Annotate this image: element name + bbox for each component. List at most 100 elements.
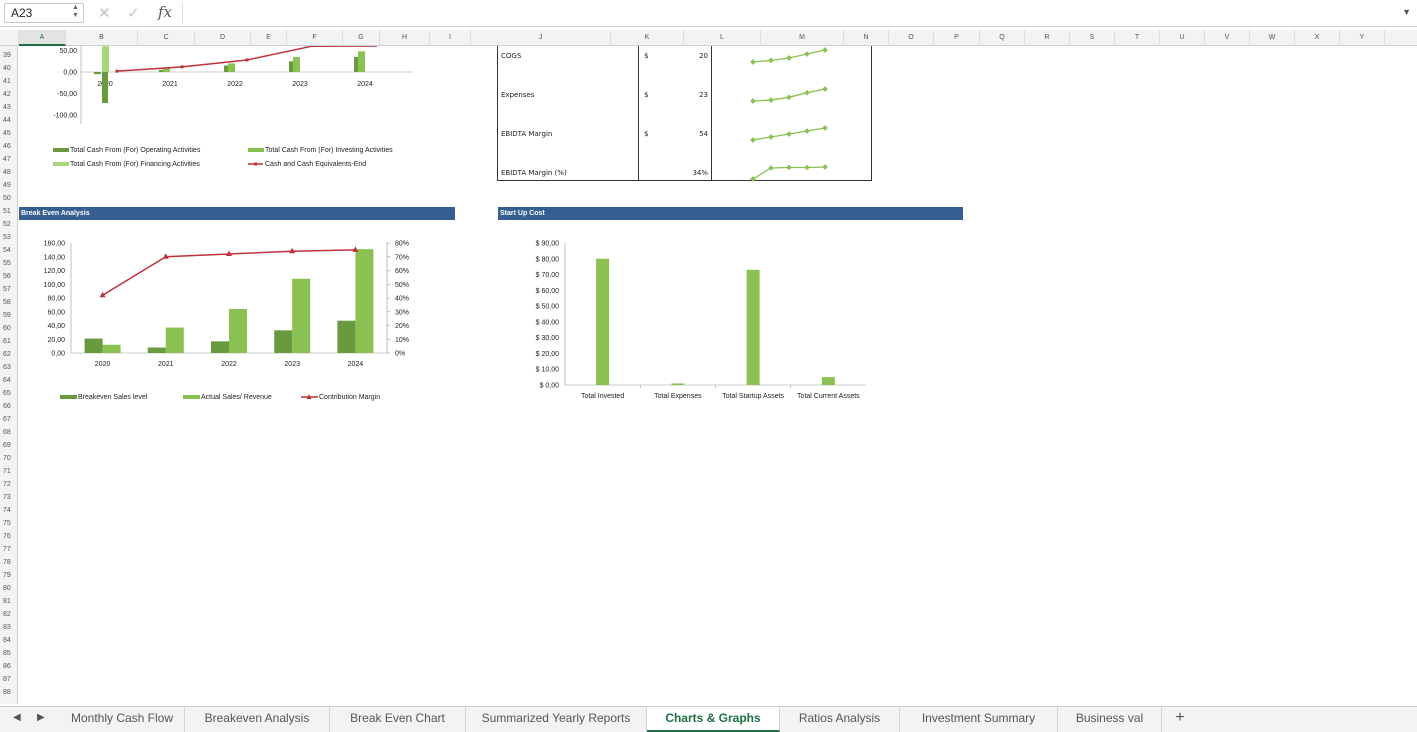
column-header-l[interactable]: L: [684, 30, 761, 46]
row-header[interactable]: 83: [3, 624, 11, 631]
row-header[interactable]: 46: [3, 143, 11, 150]
tab-scroll-left-icon[interactable]: ◀: [13, 712, 21, 723]
column-header-g[interactable]: G: [343, 30, 380, 46]
select-all-corner[interactable]: [0, 30, 19, 46]
row-header[interactable]: 41: [3, 78, 11, 85]
row-header[interactable]: 77: [3, 546, 11, 553]
row-header[interactable]: 79: [3, 572, 11, 579]
sheet-tab[interactable]: Investment Summary: [900, 707, 1058, 732]
sheet-tab[interactable]: Monthly Cash Flow: [60, 707, 185, 732]
column-header-w[interactable]: W: [1250, 30, 1295, 46]
row-header[interactable]: 82: [3, 611, 11, 618]
break-even-chart[interactable]: 160,00 80% 140,00 70% 120,00 60% 100,00 50% 80,0…: [19, 226, 459, 416]
column-header-q[interactable]: Q: [980, 30, 1025, 46]
row-header[interactable]: 45: [3, 130, 11, 137]
row-header[interactable]: 39: [3, 52, 11, 59]
column-header-c[interactable]: C: [138, 30, 195, 46]
column-header-p[interactable]: P: [934, 30, 980, 46]
column-header-x[interactable]: X: [1295, 30, 1340, 46]
row-header[interactable]: 78: [3, 559, 11, 566]
column-header-r[interactable]: R: [1025, 30, 1070, 46]
row-header[interactable]: 69: [3, 442, 11, 449]
function-icon[interactable]: fx: [158, 3, 173, 21]
sheet-tab[interactable]: Charts & Graphs: [647, 707, 780, 732]
name-box-stepper-icon[interactable]: ▲ ▼: [72, 4, 79, 19]
row-header[interactable]: 42: [3, 91, 11, 98]
row-header[interactable]: 84: [3, 637, 11, 644]
row-header[interactable]: 80: [3, 585, 11, 592]
row-header[interactable]: 73: [3, 494, 11, 501]
sheet-grid[interactable]: 50,000,00-50,00-100,00202020212022202320…: [19, 46, 1417, 704]
column-header-v[interactable]: V: [1205, 30, 1250, 46]
column-header-d[interactable]: D: [195, 30, 251, 46]
row-header[interactable]: 75: [3, 520, 11, 527]
formula-bar-expand-icon[interactable]: ▼: [1402, 7, 1411, 17]
sparkline-marker: [804, 164, 810, 171]
row-header[interactable]: 64: [3, 377, 11, 384]
column-header-k[interactable]: K: [611, 30, 684, 46]
row-header[interactable]: 85: [3, 650, 11, 657]
row-header[interactable]: 70: [3, 455, 11, 462]
column-header-a[interactable]: A: [19, 30, 66, 46]
row-header[interactable]: 81: [3, 598, 11, 605]
row-header[interactable]: 48: [3, 169, 11, 176]
row-header[interactable]: 71: [3, 468, 11, 475]
column-header-h[interactable]: H: [380, 30, 430, 46]
row-header[interactable]: 76: [3, 533, 11, 540]
sheet-tab[interactable]: Break Even Chart: [330, 707, 466, 732]
row-header[interactable]: 51: [3, 208, 11, 215]
row-header[interactable]: 52: [3, 221, 11, 228]
row-header[interactable]: 40: [3, 65, 11, 72]
row-header[interactable]: 47: [3, 156, 11, 163]
row-header[interactable]: 55: [3, 260, 11, 267]
sheet-tab[interactable]: Summarized Yearly Reports: [466, 707, 647, 732]
row-header[interactable]: 87: [3, 676, 11, 683]
row-header[interactable]: 43: [3, 104, 11, 111]
column-header-y[interactable]: Y: [1340, 30, 1385, 46]
column-header-u[interactable]: U: [1160, 30, 1205, 46]
row-header[interactable]: 58: [3, 299, 11, 306]
column-header-t[interactable]: T: [1115, 30, 1160, 46]
row-header[interactable]: 60: [3, 325, 11, 332]
row-header[interactable]: 49: [3, 182, 11, 189]
row-header[interactable]: 66: [3, 403, 11, 410]
row-header[interactable]: 57: [3, 286, 11, 293]
sheet-tab[interactable]: Business val: [1058, 707, 1162, 732]
row-header[interactable]: 74: [3, 507, 11, 514]
row-header[interactable]: 50: [3, 195, 11, 202]
tab-scroll-right-icon[interactable]: ▶: [37, 712, 45, 723]
row-header[interactable]: 59: [3, 312, 11, 319]
row-header[interactable]: 67: [3, 416, 11, 423]
confirm-icon[interactable]: ✓: [127, 5, 140, 22]
row-header[interactable]: 68: [3, 429, 11, 436]
sheet-tab[interactable]: Breakeven Analysis: [185, 707, 330, 732]
column-header-m[interactable]: M: [761, 30, 844, 46]
startup-cost-chart[interactable]: $ 90,00 $ 80,00 $ 70,00 $ 60,00 $ 50,00 $ 40,…: [498, 226, 878, 406]
row-header[interactable]: 65: [3, 390, 11, 397]
row-header[interactable]: 54: [3, 247, 11, 254]
row-header[interactable]: 44: [3, 117, 11, 124]
row-header[interactable]: 61: [3, 338, 11, 345]
row-header[interactable]: 63: [3, 364, 11, 371]
sheet-tab[interactable]: Ratios Analysis: [780, 707, 900, 732]
column-header-s[interactable]: S: [1070, 30, 1115, 46]
name-box[interactable]: A23: [4, 3, 84, 23]
column-header-f[interactable]: F: [287, 30, 343, 46]
column-header-e[interactable]: E: [251, 30, 287, 46]
row-header[interactable]: 72: [3, 481, 11, 488]
cancel-icon[interactable]: ✕: [98, 5, 111, 22]
row-header[interactable]: 88: [3, 689, 11, 696]
column-header-i[interactable]: I: [430, 30, 471, 46]
column-header-b[interactable]: B: [66, 30, 138, 46]
add-sheet-button[interactable]: +: [1175, 709, 1185, 726]
row-header[interactable]: 56: [3, 273, 11, 280]
column-header-n[interactable]: N: [844, 30, 889, 46]
row-header[interactable]: 53: [3, 234, 11, 241]
row-header[interactable]: 62: [3, 351, 11, 358]
row-header[interactable]: 86: [3, 663, 11, 670]
column-header-o[interactable]: O: [889, 30, 934, 46]
cash-flow-chart[interactable]: 50,000,00-50,00-100,00202020212022202320…: [19, 46, 449, 186]
formula-input[interactable]: [182, 3, 1392, 23]
sparkline-marker: [804, 89, 810, 96]
column-header-j[interactable]: J: [471, 30, 611, 46]
